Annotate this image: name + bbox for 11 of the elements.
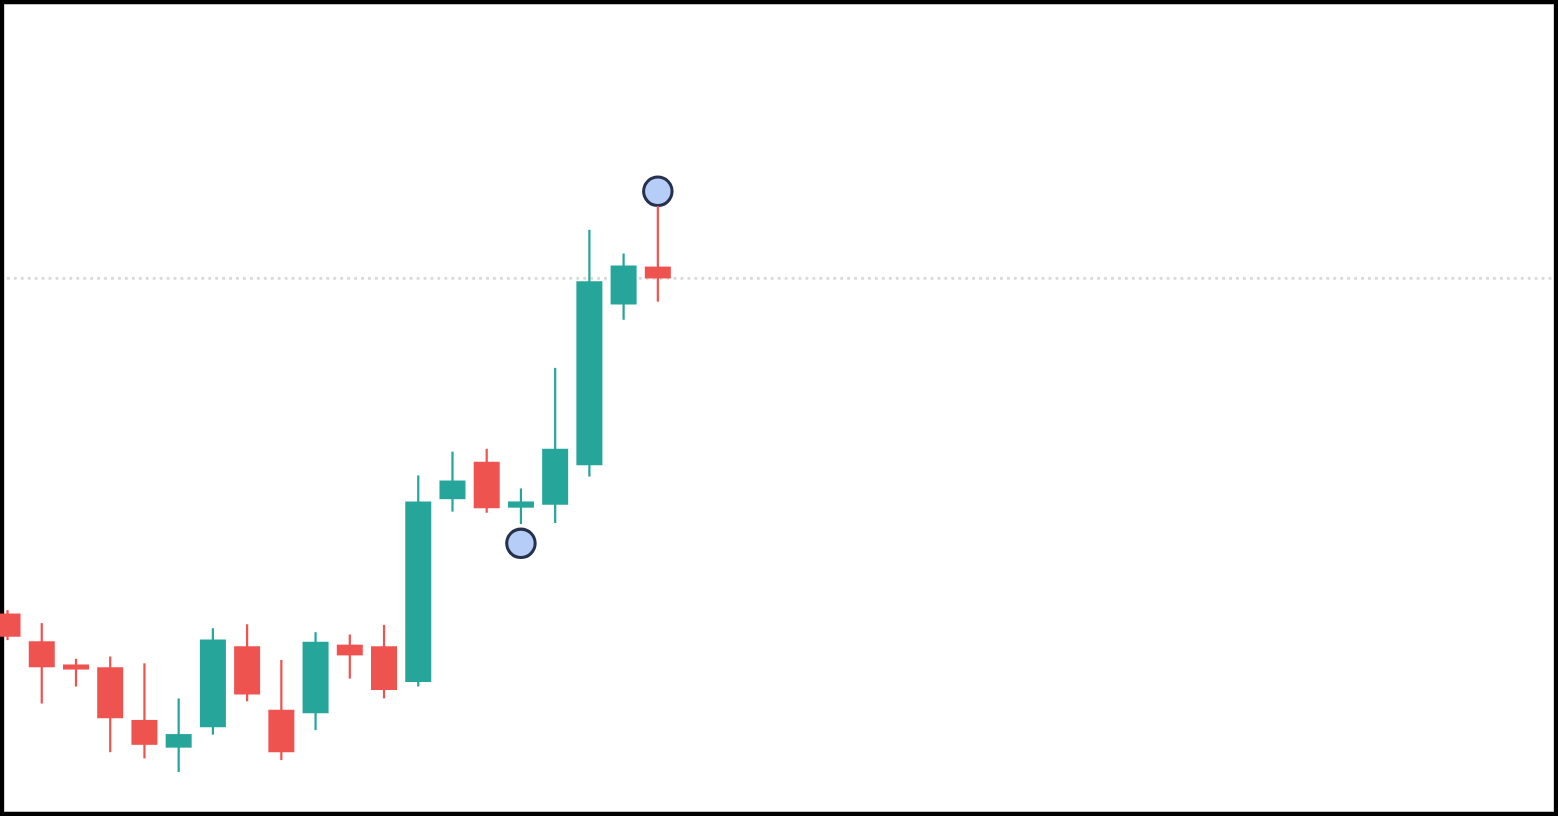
candlestick bbox=[28, 622, 55, 705]
candlestick bbox=[62, 657, 89, 688]
candlestick bbox=[268, 658, 295, 762]
candlestick bbox=[336, 633, 363, 680]
candlestick bbox=[473, 447, 500, 514]
candlestick bbox=[439, 450, 466, 513]
candlestick bbox=[131, 662, 158, 760]
candlestick bbox=[610, 252, 637, 321]
candlestick bbox=[371, 623, 398, 700]
candlestick bbox=[165, 697, 192, 774]
candlestick bbox=[507, 487, 534, 526]
